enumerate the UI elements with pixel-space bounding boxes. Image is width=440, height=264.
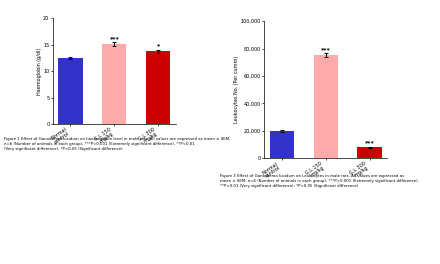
Bar	[146, 51, 170, 124]
Text: ***: ***	[110, 36, 119, 41]
Text: *: *	[157, 44, 160, 48]
Y-axis label: Leukocytes No. (Per cumm): Leukocytes No. (Per cumm)	[234, 56, 239, 123]
Bar	[357, 147, 381, 158]
Text: Figure 1 Effect of Ganoderma lucidum on haemoglobin level in male rats. All valu: Figure 1 Effect of Ganoderma lucidum on …	[4, 137, 231, 151]
Bar	[59, 58, 83, 124]
Bar	[103, 44, 126, 124]
Text: Figure 3 Effect of Ganoderma lucidum on Leukocytes in male rats. All values are : Figure 3 Effect of Ganoderma lucidum on …	[220, 174, 419, 188]
Text: ***: ***	[321, 47, 330, 52]
Bar	[270, 131, 294, 158]
Text: ***: ***	[365, 140, 374, 145]
Y-axis label: Haemoglobin (g/dl): Haemoglobin (g/dl)	[37, 48, 42, 95]
Bar	[314, 55, 337, 158]
